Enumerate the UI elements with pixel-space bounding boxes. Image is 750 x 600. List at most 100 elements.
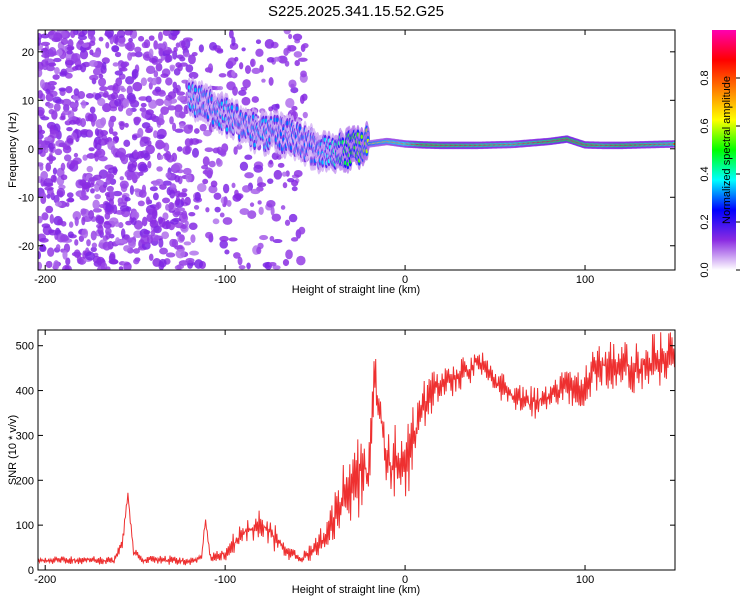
spectrogram-cell (360, 134, 363, 139)
spectrogram-cell (239, 208, 250, 216)
spectrogram-cell (181, 46, 188, 51)
spectrogram-cell (283, 48, 289, 56)
spectrogram-cell (177, 192, 188, 198)
spectrogram-cell (228, 30, 234, 39)
spectrogram-cell (74, 239, 79, 246)
spectrogram-cell (39, 237, 49, 243)
spectrogram-cell (267, 178, 274, 184)
spectrogram-cell (90, 246, 97, 253)
spectrogram-cell (109, 190, 115, 199)
spectrogram-cell (219, 148, 227, 157)
spectrogram-cell (302, 111, 308, 119)
spectrogram-cell (157, 154, 164, 160)
spectrogram-cells (38, 30, 675, 270)
spectrogram-cell (127, 163, 137, 173)
spectrogram-cell (207, 63, 214, 74)
spectrogram-cell (183, 241, 192, 246)
spectrogram-cell (131, 211, 140, 220)
spectrogram-cell (94, 128, 100, 136)
spectrogram-cell (38, 89, 44, 99)
spectrogram-cell (46, 65, 56, 72)
spectrogram-cell (124, 42, 133, 50)
spectrogram-cell (157, 216, 163, 224)
spectrogram-cell (145, 109, 154, 116)
spectrogram-cell (123, 139, 131, 147)
spectrogram-cell (125, 220, 133, 226)
spectrogram-x-tick-label: -100 (214, 274, 236, 286)
spectrogram-cell (180, 40, 186, 48)
snr-y-tick-label: 400 (16, 386, 34, 398)
spectrogram-cell (38, 133, 44, 140)
spectrogram-cell (155, 202, 160, 211)
spectrogram-cell (140, 102, 147, 108)
spectrogram-cell (181, 79, 189, 84)
spectrogram-cell (156, 43, 165, 50)
spectrogram-cell (119, 180, 129, 189)
spectrogram-cell (179, 123, 185, 129)
spectrogram-cell (111, 45, 120, 53)
spectrogram-cell (125, 107, 133, 116)
spectrogram-cell (92, 199, 100, 210)
spectrogram-cell (203, 129, 212, 137)
spectrogram-cell (194, 259, 204, 269)
spectrogram-cell (169, 183, 177, 192)
spectrogram-cell (220, 101, 224, 106)
spectrogram-cell (143, 230, 151, 235)
spectrogram-cell (54, 148, 63, 156)
spectrogram-cell (266, 200, 276, 208)
spectrogram-cell (120, 228, 126, 239)
spectrogram-cell (266, 57, 275, 63)
spectrogram-cell (114, 70, 123, 76)
spectrogram-cell (268, 159, 273, 165)
spectrogram-cell (38, 33, 42, 41)
spectrogram-cell (133, 149, 139, 159)
spectrogram-cell (56, 187, 66, 198)
spectrogram-cell (298, 226, 306, 235)
spectrogram-cell (164, 54, 171, 63)
spectrogram-cell (62, 249, 68, 260)
spectrogram-x-label: Height of straight line (km) (292, 284, 420, 296)
spectrogram-cell (148, 35, 155, 41)
spectrogram-cell (125, 76, 135, 85)
spectrogram-cell (53, 103, 61, 112)
snr-x-tick-label: -200 (34, 574, 56, 586)
spectrogram-cell (219, 239, 229, 249)
spectrogram-cell (175, 62, 182, 68)
spectrogram-cell (228, 237, 238, 242)
spectrogram-cell (149, 204, 157, 209)
spectrogram-cell (130, 99, 140, 108)
spectrogram-cell (141, 122, 151, 129)
spectrogram-cell (255, 39, 262, 45)
spectrogram-x-tick-label: 0 (402, 274, 408, 286)
spectrogram-cell (209, 41, 218, 51)
spectrogram-cell (158, 90, 167, 97)
spectrogram-cell (157, 58, 163, 64)
spectrogram-cell (102, 103, 112, 113)
spectrogram-cell (226, 81, 236, 91)
spectrogram-cell (131, 31, 137, 39)
spectrogram-cell (66, 50, 73, 55)
spectrogram-cell (176, 146, 183, 152)
spectrogram-cell (40, 116, 50, 121)
spectrogram-cell (41, 212, 49, 221)
spectrogram-cell (297, 57, 308, 62)
spectrogram-cell (123, 262, 132, 270)
spectrogram-cell (212, 218, 220, 225)
spectrogram-cell (132, 81, 143, 92)
spectrogram-cell (70, 102, 79, 108)
spectrogram-cell (128, 37, 133, 43)
spectrogram-cell (233, 252, 241, 259)
spectrogram-cell (44, 186, 54, 191)
spectrogram-cell (259, 234, 269, 241)
spectrogram-cell (102, 241, 112, 251)
spectrogram-cell (60, 220, 67, 227)
spectrogram-cell (171, 152, 178, 162)
spectrogram-cell (290, 237, 299, 242)
spectrogram-cell (173, 46, 178, 53)
spectrogram-cell (44, 136, 53, 142)
spectrogram-cell (273, 56, 281, 62)
spectrogram-cell (185, 257, 195, 264)
spectrogram-cell (231, 36, 236, 47)
spectrogram-cell (246, 262, 251, 270)
spectrogram-cell (216, 159, 223, 167)
